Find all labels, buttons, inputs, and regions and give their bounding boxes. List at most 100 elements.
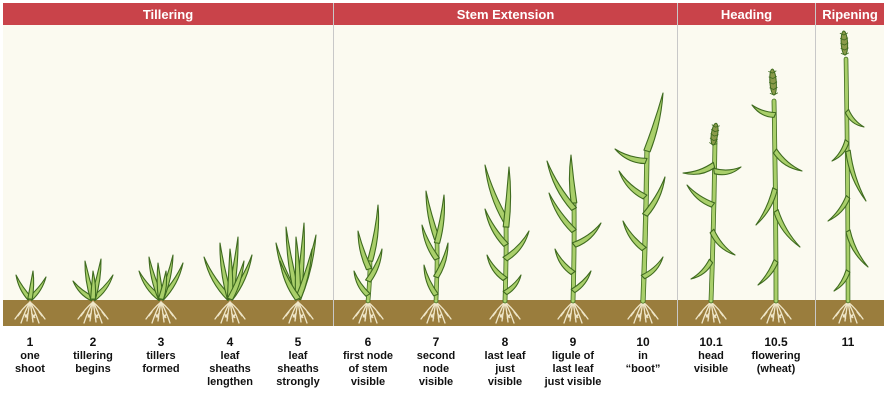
leaf-blade <box>622 220 647 252</box>
stage-label-8: 8 last leaf just visible <box>465 336 545 389</box>
stage-number: 10.1 <box>699 335 723 349</box>
stage-number: 8 <box>501 335 509 349</box>
leaf-blade <box>546 160 577 211</box>
plant-stage-8 <box>484 164 530 324</box>
stage-label-3: 3 tillers formed <box>121 336 201 376</box>
leaf-blade <box>614 148 648 165</box>
roots <box>489 301 521 324</box>
leaf-blade <box>755 187 778 226</box>
leaf-blade <box>227 260 245 301</box>
phase-label: Ripening <box>822 6 878 22</box>
stage-number: 10.5 <box>764 335 788 349</box>
stage-desc-line: begins <box>75 363 111 375</box>
stage-label-11: 11 <box>808 336 887 350</box>
stage-desc-line: strongly <box>276 376 320 388</box>
stem-fill <box>571 201 576 303</box>
leaf-blade <box>845 229 869 268</box>
phase-header-ripening: Ripening <box>816 3 884 25</box>
stage-label-6: 6 first node of stem visible <box>328 336 408 389</box>
stage-desc-line: visible <box>418 376 454 388</box>
leaf-blade <box>709 228 736 256</box>
stage-desc-line: just visible <box>544 376 602 388</box>
seed-head <box>709 122 720 146</box>
leaf-blade <box>713 166 742 176</box>
stage-desc-line: leaf <box>288 350 308 362</box>
leaf-blade <box>27 270 35 300</box>
stage-number: 1 <box>26 335 34 349</box>
stage-number: 4 <box>226 335 234 349</box>
stem-fill <box>709 139 717 303</box>
stage-desc-line: (wheat) <box>756 363 796 375</box>
stage-number: 7 <box>432 335 440 349</box>
plant-stage-10-1 <box>682 122 742 324</box>
leaf-blade <box>642 176 666 217</box>
stage-desc-line: just <box>495 363 515 375</box>
stage-label-9: 9 ligule of last leaf just visible <box>533 336 613 389</box>
leaf-blade <box>643 92 664 153</box>
roots <box>627 301 659 324</box>
leaf-blade <box>640 256 664 280</box>
leaf-blade <box>845 149 867 202</box>
leaf-blade <box>772 148 803 172</box>
roots <box>832 301 864 324</box>
leaf-blade <box>353 270 371 297</box>
plant-stage-6 <box>352 204 384 324</box>
stage-desc-line: formed <box>142 363 180 375</box>
leaf-blade <box>844 108 865 128</box>
plant-stage-2 <box>72 258 114 324</box>
leaf-blade <box>423 264 439 297</box>
phase-label: Heading <box>720 6 773 22</box>
phase-header-stem-extension: Stem Extension <box>334 3 677 25</box>
leaf-blade <box>366 204 380 262</box>
roots <box>420 301 452 324</box>
stage-desc-line: of stem <box>348 363 388 375</box>
plant-stage-10-5 <box>751 68 803 324</box>
stage-label-7: 7 second node visible <box>396 336 476 389</box>
plant-stage-9 <box>546 154 602 324</box>
leaf-blade <box>157 270 168 300</box>
leaf-blade <box>421 224 440 261</box>
stage-desc-line: ligule of <box>551 350 595 362</box>
roots <box>282 301 314 324</box>
roots <box>695 301 727 324</box>
stage-desc-line: leaf <box>220 350 240 362</box>
phase-divider <box>677 3 678 326</box>
seed-head <box>839 30 850 56</box>
stage-label-1: 1 one shoot <box>0 336 70 376</box>
stage-number: 5 <box>294 335 302 349</box>
roots <box>557 301 589 324</box>
phase-panel-heading <box>678 25 815 300</box>
stage-desc-line: in <box>638 350 648 362</box>
leaf-blade <box>279 260 301 301</box>
phase-divider <box>333 3 334 326</box>
leaf-blade <box>365 248 383 283</box>
leaf-blade <box>357 230 373 271</box>
stage-number: 3 <box>157 335 165 349</box>
leaf-blade <box>618 170 648 200</box>
stage-desc-line: shoot <box>15 363 45 375</box>
stage-desc-line: lengthen <box>207 376 253 388</box>
stage-desc-line: second <box>416 350 456 362</box>
leaf-blade <box>571 222 602 248</box>
stage-desc-line: one <box>20 350 40 362</box>
phase-header-heading: Heading <box>678 3 815 25</box>
leaf-blade <box>433 242 449 279</box>
leaf-blade <box>433 194 446 244</box>
stage-number: 6 <box>364 335 372 349</box>
roots <box>77 301 109 324</box>
stage-label-4: 4 leaf sheaths lengthen <box>190 336 270 389</box>
phase-label: Tillering <box>142 6 194 22</box>
roots <box>214 301 246 324</box>
stage-desc-line: last leaf <box>552 363 594 375</box>
leaf-blade <box>757 259 779 286</box>
roots <box>760 301 792 324</box>
stage-desc-line: last leaf <box>484 350 526 362</box>
stage-label-2: 2 tillering begins <box>53 336 133 376</box>
leaf-blade <box>502 230 530 262</box>
leaf-blade <box>686 184 716 208</box>
stage-desc-line: node <box>422 363 450 375</box>
phase-divider <box>815 3 816 326</box>
leaf-blade <box>570 270 592 294</box>
